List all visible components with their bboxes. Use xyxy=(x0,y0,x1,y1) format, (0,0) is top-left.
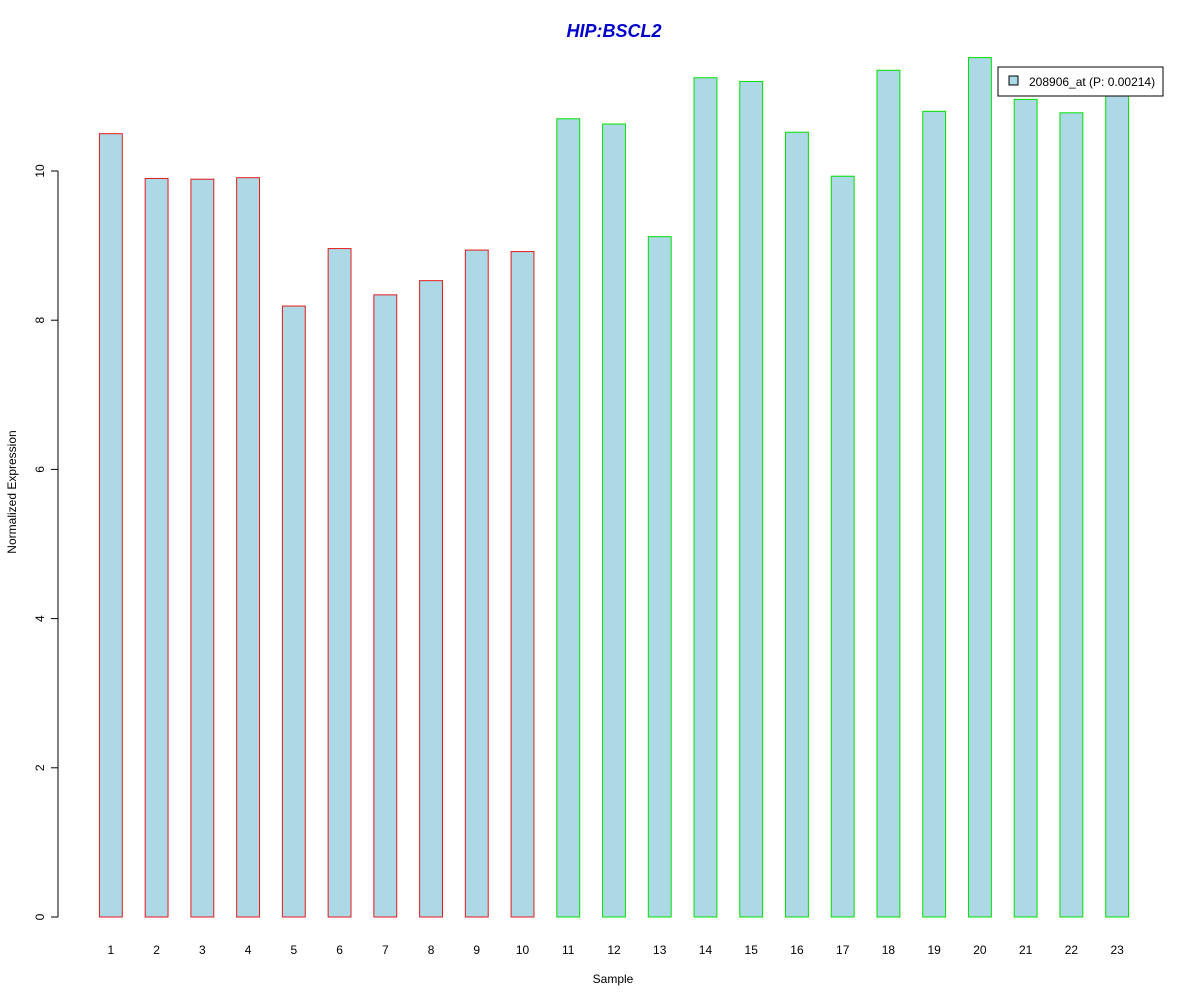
x-tick-label: 3 xyxy=(199,943,206,957)
bar-sample-21 xyxy=(1013,98,1038,918)
chart-title: HIP:BSCL2 xyxy=(566,21,661,41)
x-tick-label: 9 xyxy=(473,943,480,957)
x-tick-label: 8 xyxy=(428,943,435,957)
x-tick-label: 13 xyxy=(653,943,667,957)
legend: 208906_at (P: 0.00214) xyxy=(997,66,1164,97)
bar-sample-10 xyxy=(510,251,535,918)
legend-entry: 208906_at (P: 0.00214) xyxy=(1029,75,1155,89)
x-tick-label: 22 xyxy=(1065,943,1079,957)
bar-sample-17 xyxy=(830,175,855,918)
y-tick-label: 4 xyxy=(33,615,47,622)
x-tick-label: 19 xyxy=(927,943,941,957)
x-tick-label: 10 xyxy=(516,943,530,957)
x-tick-label: 15 xyxy=(745,943,759,957)
x-tick-label: 5 xyxy=(290,943,297,957)
y-axis-label: Normalized Expression xyxy=(5,430,19,553)
y-tick-label: 0 xyxy=(33,913,47,920)
x-axis-label: Sample xyxy=(593,972,634,986)
x-tick-label: 16 xyxy=(790,943,804,957)
bar-sample-5 xyxy=(281,305,306,918)
bar-sample-20 xyxy=(967,57,992,918)
x-tick-label: 14 xyxy=(699,943,713,957)
bar-sample-22 xyxy=(1059,112,1084,918)
x-tick-label: 23 xyxy=(1110,943,1124,957)
bar-sample-7 xyxy=(373,294,398,918)
bar-sample-19 xyxy=(922,110,947,918)
legend-swatch xyxy=(1008,75,1019,86)
bar-sample-8 xyxy=(419,280,443,918)
bar-sample-12 xyxy=(602,123,626,918)
bar-sample-9 xyxy=(464,249,489,918)
legend-box xyxy=(997,66,1164,97)
bar-sample-18 xyxy=(876,69,901,918)
x-tick-label: 12 xyxy=(607,943,621,957)
bar-sample-4 xyxy=(236,177,261,918)
x-tick-label: 18 xyxy=(882,943,896,957)
bar-sample-11 xyxy=(556,118,581,918)
bars xyxy=(98,57,1130,918)
y-tick-label: 8 xyxy=(33,317,47,324)
bar-sample-6 xyxy=(327,248,352,918)
y-tick-label: 6 xyxy=(33,466,47,473)
x-tick-label: 17 xyxy=(836,943,850,957)
bar-sample-1 xyxy=(98,133,123,918)
bar-sample-13 xyxy=(647,236,672,918)
y-tick-label: 10 xyxy=(33,164,47,178)
y-tick-label: 2 xyxy=(33,764,47,771)
x-tick-label: 11 xyxy=(562,943,575,957)
bar-sample-2 xyxy=(144,177,169,918)
bar-sample-23 xyxy=(1105,92,1130,918)
bar-sample-3 xyxy=(190,178,215,918)
x-tick-label: 1 xyxy=(108,943,115,957)
x-tick-label: 7 xyxy=(382,943,389,957)
x-tick-label: 6 xyxy=(336,943,343,957)
x-axis-tick-labels: 1 2 3 4 5 6 7 8 9 10 11 12 13 14 15 16 17 18 19 20 21 22 23 xyxy=(108,943,1125,957)
x-tick-label: 4 xyxy=(245,943,252,957)
y-axis: 0 2 4 6 8 10 xyxy=(33,164,59,920)
bar-sample-16 xyxy=(785,131,809,918)
bar-sample-15 xyxy=(739,80,764,918)
x-tick-label: 2 xyxy=(153,943,160,957)
bar-sample-14 xyxy=(693,77,718,918)
x-tick-label: 20 xyxy=(973,943,987,957)
x-tick-label: 21 xyxy=(1019,943,1033,957)
